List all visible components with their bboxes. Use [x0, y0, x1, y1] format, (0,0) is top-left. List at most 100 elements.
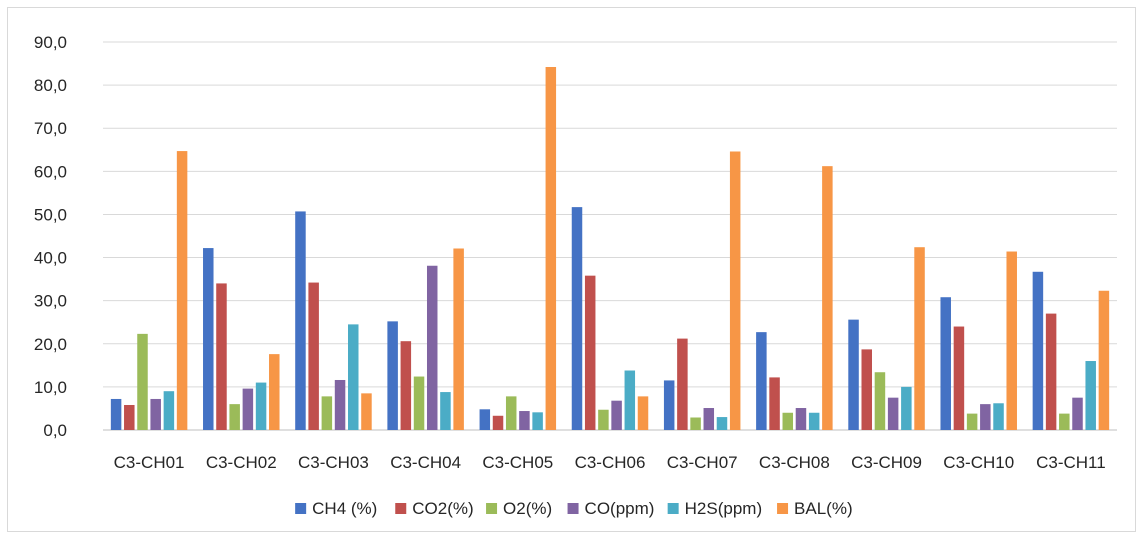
bar — [940, 297, 951, 430]
x-axis-ticks: C3-CH01 C3-CH02 C3-CH03 C3-CH04 C3-CH05 C3-CH… — [114, 453, 1106, 472]
y-tick-label: 60,0 — [34, 162, 67, 181]
bar — [532, 412, 543, 430]
bar — [1059, 413, 1070, 430]
y-tick-label: 10,0 — [34, 378, 67, 397]
bar — [822, 166, 833, 430]
bar — [229, 404, 240, 430]
legend-swatch — [295, 503, 307, 514]
legend-label: CO(ppm) — [585, 499, 655, 518]
bar — [993, 403, 1004, 430]
bar — [545, 67, 557, 430]
bar — [216, 283, 227, 430]
bar — [479, 409, 491, 430]
bar — [163, 391, 175, 430]
y-tick-label: 30,0 — [34, 292, 67, 311]
bar — [242, 388, 254, 430]
x-tick-label: C3-CH05 — [482, 453, 553, 472]
bar — [203, 248, 214, 430]
x-tick-label: C3-CH03 — [298, 453, 369, 472]
bar — [519, 411, 530, 430]
bar — [874, 372, 886, 430]
legend-label: CO2(%) — [412, 499, 473, 518]
bar — [914, 247, 925, 430]
bar — [584, 275, 596, 430]
bar — [1085, 361, 1096, 430]
bar — [453, 248, 464, 430]
chart-frame — [7, 7, 1136, 532]
legend-swatch — [567, 503, 579, 514]
legend-swatch — [486, 503, 498, 514]
y-tick-label: 70,0 — [34, 119, 67, 138]
bar — [901, 386, 912, 430]
bar — [980, 404, 991, 430]
bar — [321, 396, 333, 430]
bar — [295, 211, 306, 430]
bar — [808, 412, 820, 430]
bar — [440, 392, 451, 430]
bar — [611, 400, 622, 430]
bar — [269, 354, 280, 430]
legend-swatch — [395, 503, 407, 514]
bar — [729, 151, 741, 430]
bar — [571, 207, 583, 430]
bar — [413, 376, 425, 430]
bar — [308, 282, 319, 430]
bar — [492, 415, 504, 430]
bar — [1098, 290, 1110, 430]
bar — [966, 413, 978, 430]
x-tick-label: C3-CH06 — [575, 453, 646, 472]
bar — [677, 338, 688, 430]
bar — [124, 404, 135, 430]
legend: CH4 (%) CO2(%) O2(%) CO(ppm) H2S(ppm) BAL(%) — [295, 499, 853, 518]
bar — [1072, 397, 1083, 430]
bar — [176, 151, 188, 430]
legend-label: O2(%) — [503, 499, 552, 518]
bar — [137, 333, 148, 430]
x-tick-label: C3-CH09 — [851, 453, 922, 472]
y-tick-label: 80,0 — [34, 76, 67, 95]
bar — [361, 393, 372, 430]
legend-label: BAL(%) — [794, 499, 853, 518]
bar — [1045, 313, 1057, 430]
bar — [795, 408, 807, 430]
y-tick-label: 40,0 — [34, 249, 67, 268]
bar — [769, 377, 780, 430]
legend-label: H2S(ppm) — [685, 499, 762, 518]
bar — [400, 341, 412, 430]
x-tick-label: C3-CH07 — [667, 453, 738, 472]
bars — [110, 67, 1110, 430]
x-tick-label: C3-CH04 — [390, 453, 461, 472]
y-axis-ticks: 0,0 10,0 20,0 30,0 40,0 50,0 60,0 70,0 80,0 90,0 — [34, 33, 67, 440]
bar — [334, 379, 346, 430]
bar — [1032, 271, 1044, 430]
x-tick-label: C3-CH11 — [1036, 453, 1106, 472]
legend-label: CH4 (%) — [312, 499, 377, 518]
bar — [110, 398, 122, 430]
y-tick-label: 50,0 — [34, 205, 67, 224]
bar — [953, 326, 965, 430]
y-tick-label: 90,0 — [34, 33, 67, 52]
bar — [505, 396, 517, 430]
y-tick-label: 0,0 — [43, 421, 67, 440]
x-tick-label: C3-CH08 — [759, 453, 830, 472]
x-tick-label: C3-CH10 — [943, 453, 1014, 472]
x-tick-label: C3-CH01 — [114, 453, 185, 472]
bar — [637, 396, 649, 430]
bar — [756, 332, 767, 430]
bar — [150, 398, 161, 430]
bar — [348, 324, 359, 430]
bar — [782, 412, 794, 430]
legend-swatch — [667, 503, 679, 514]
bar — [426, 265, 438, 430]
bar — [1006, 251, 1017, 430]
bar — [663, 380, 675, 430]
bar — [861, 349, 872, 430]
bar — [716, 417, 728, 430]
bar — [624, 370, 636, 430]
bar — [598, 409, 609, 430]
bar — [887, 397, 899, 430]
legend-swatch — [777, 503, 789, 514]
x-tick-label: C3-CH02 — [206, 453, 277, 472]
bar — [387, 321, 398, 430]
